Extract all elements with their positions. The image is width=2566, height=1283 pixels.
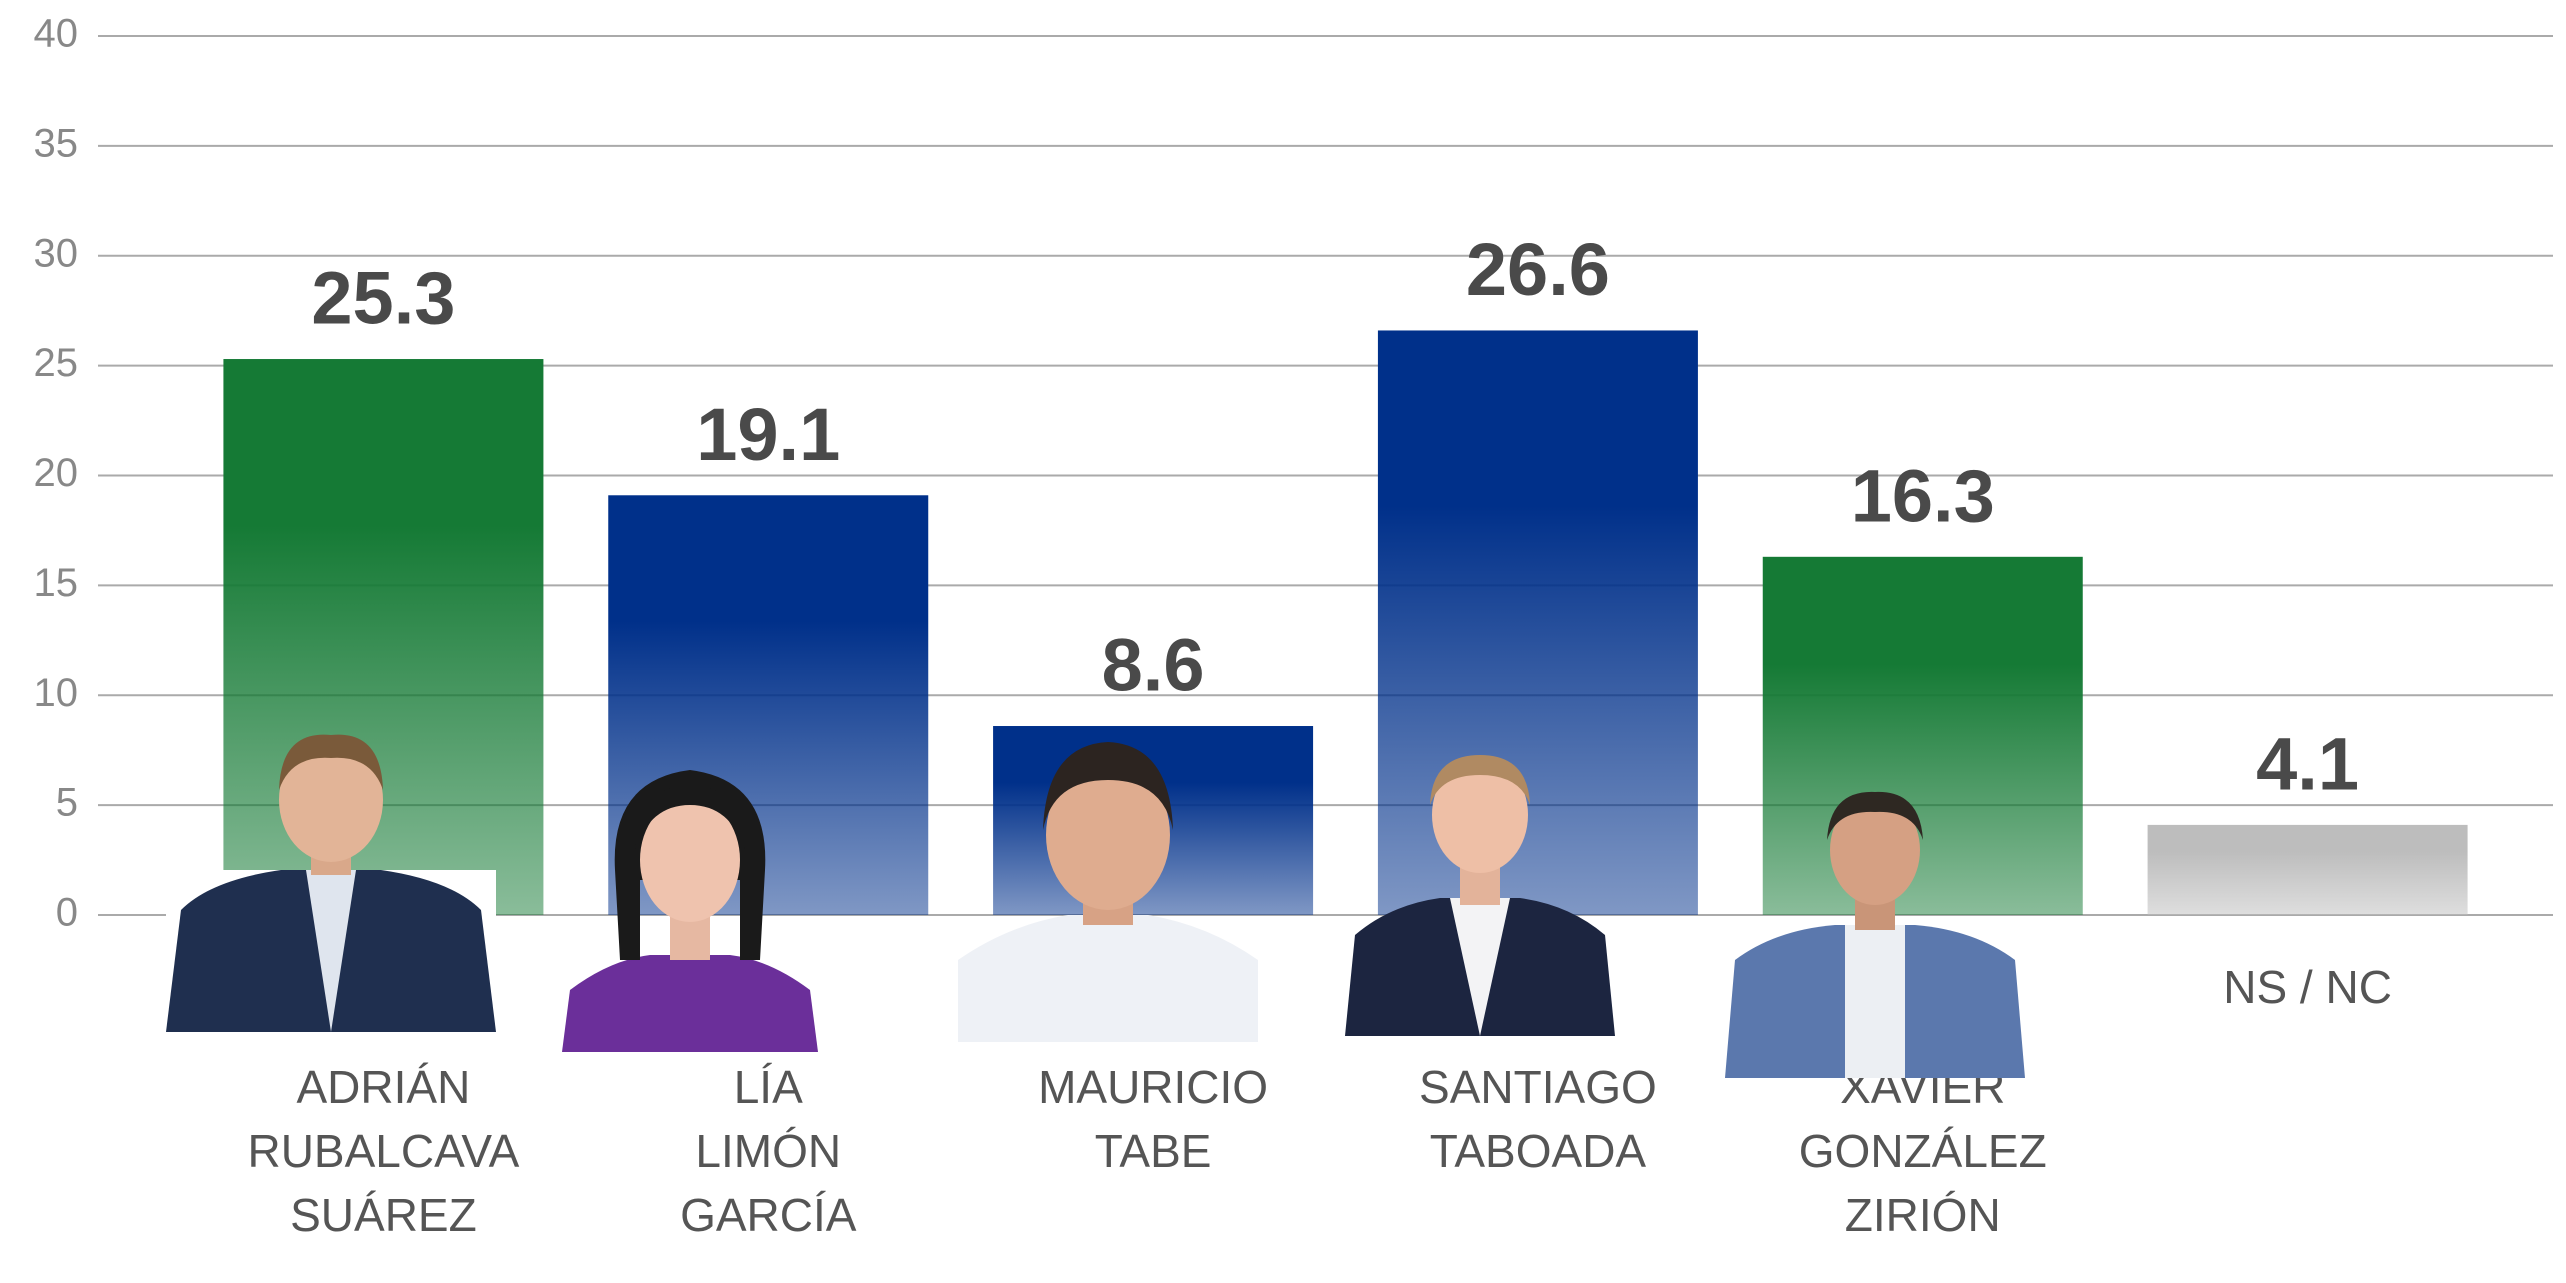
candidate-photo xyxy=(562,770,818,1052)
y-tick-label: 20 xyxy=(34,451,79,495)
x-tick-label: MAURICIO TABE xyxy=(1038,1061,1269,1177)
candidate-photo xyxy=(166,734,496,1032)
bar xyxy=(223,359,544,916)
y-tick-label: 15 xyxy=(34,561,79,605)
candidate-photo xyxy=(1345,755,1615,1036)
candidate-photo xyxy=(958,742,1258,1042)
y-tick-label: 40 xyxy=(34,12,79,56)
y-tick-label: 30 xyxy=(34,231,79,275)
value-label: 26.6 xyxy=(1466,228,1610,311)
x-tick-label: ADRIÁN RUBALCAVA SUÁREZ xyxy=(247,1061,520,1241)
candidate-photo xyxy=(1725,791,2025,1078)
x-tick-label: NS / NC xyxy=(2223,961,2392,1013)
value-label: 19.1 xyxy=(696,393,840,476)
value-label: 8.6 xyxy=(1102,624,1205,707)
y-tick-label: 5 xyxy=(56,781,78,825)
value-label: 25.3 xyxy=(311,257,455,340)
y-tick-label: 0 xyxy=(56,891,78,935)
y-tick-label: 10 xyxy=(34,671,79,715)
x-tick-label: LÍA LIMÓN GARCÍA xyxy=(680,1061,857,1241)
value-label: 16.3 xyxy=(1851,454,1995,537)
value-label: 4.1 xyxy=(2256,722,2359,805)
bar xyxy=(1762,556,2083,915)
bar xyxy=(2147,824,2468,915)
bar xyxy=(1377,330,1698,916)
y-tick-label: 35 xyxy=(34,121,79,165)
x-tick-label: SANTIAGO TABOADA xyxy=(1419,1061,1657,1177)
y-tick-label: 25 xyxy=(34,341,79,385)
